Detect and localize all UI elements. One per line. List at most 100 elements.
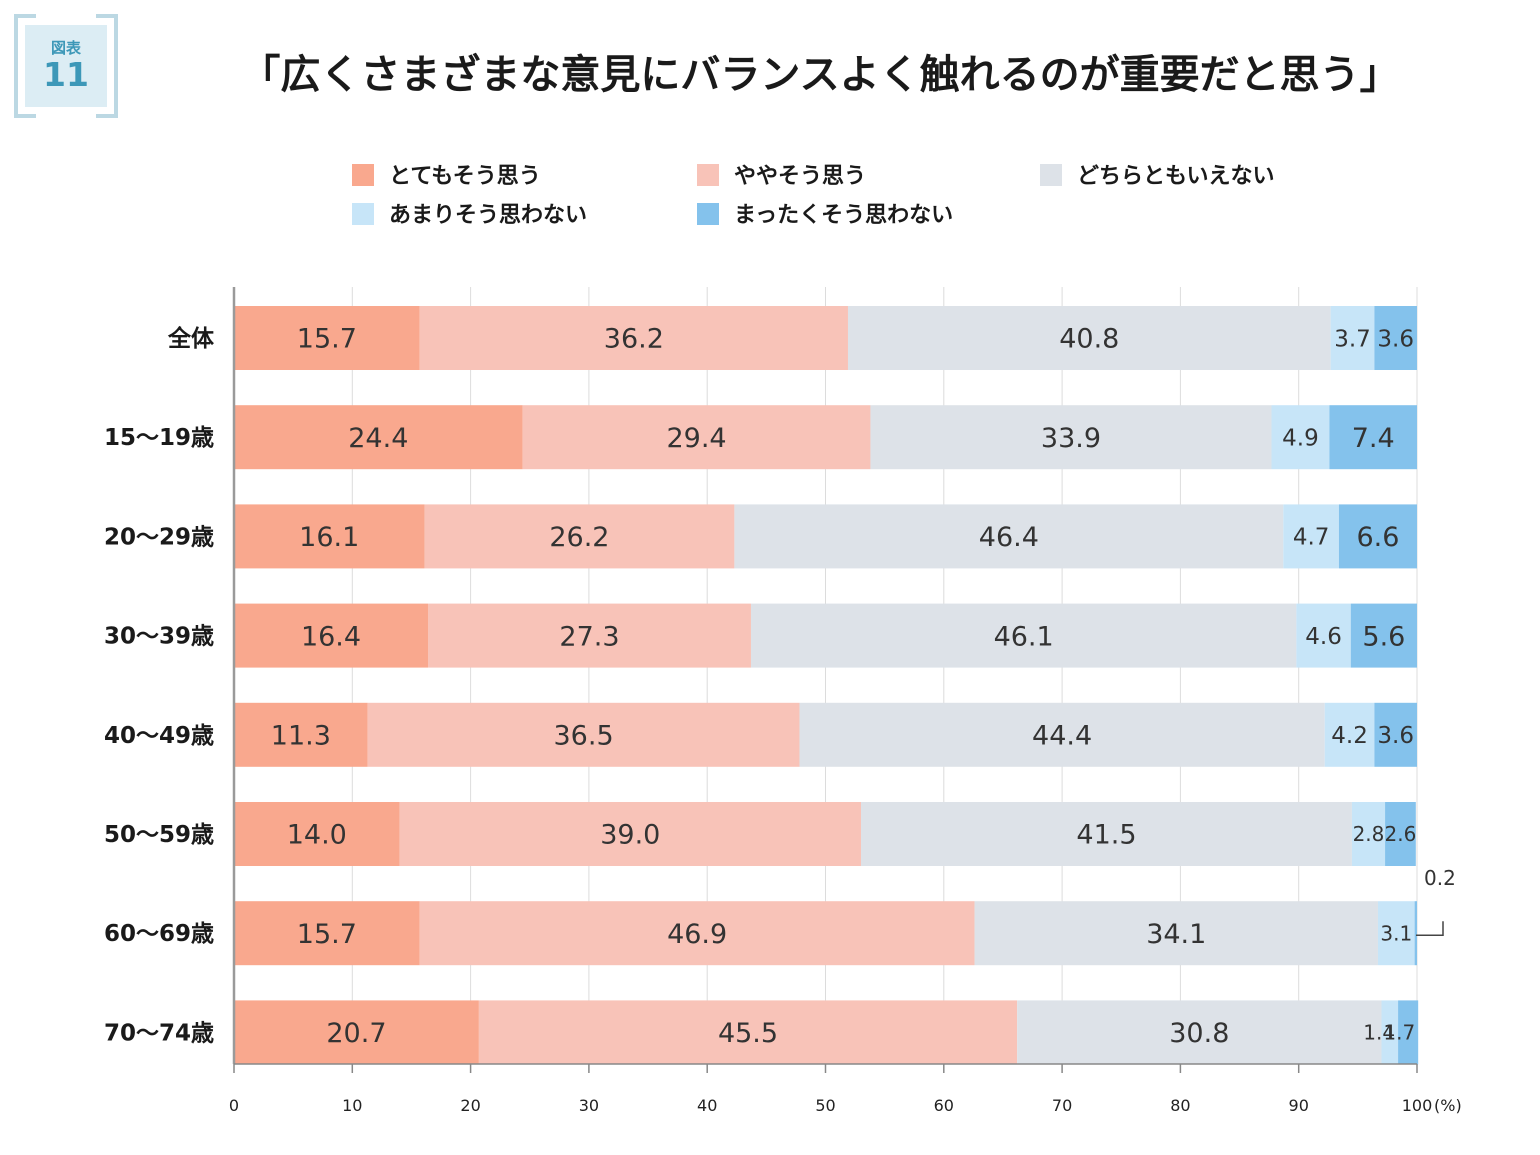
bar-segment [847, 306, 1331, 370]
data-label: 4.6 [1305, 624, 1342, 650]
category-label: 60〜69歳 [104, 921, 214, 947]
bar-segment [734, 504, 1284, 569]
x-tick-label: 90 [1289, 1096, 1309, 1115]
bar-segment [1338, 504, 1417, 569]
category-label: 70〜74歳 [104, 1020, 214, 1046]
bar-segment [1271, 405, 1330, 470]
category-label: 40〜49歳 [104, 723, 214, 749]
data-label: 36.2 [604, 324, 664, 355]
category-label: 15〜19歳 [104, 425, 214, 451]
bar-segment [1350, 603, 1417, 668]
data-label: 2.8 [1353, 822, 1385, 846]
x-tick-label: 80 [1170, 1096, 1190, 1115]
category-label: 全体 [167, 325, 215, 352]
bar-segment [1329, 405, 1417, 470]
data-label: 15.7 [297, 919, 357, 950]
data-label: 46.4 [979, 522, 1039, 553]
data-label: 14.0 [287, 820, 347, 851]
data-label: 0.2 [1424, 866, 1456, 890]
bars: 全体 15.7 36.2 40.8 3.7 3.615〜19歳 24.4 29.4 33.9 4.… [104, 306, 1456, 1065]
data-label: 29.4 [666, 423, 726, 454]
data-label: 40.8 [1059, 324, 1119, 355]
bar-segment [234, 405, 523, 470]
data-label: 45.5 [718, 1018, 778, 1049]
data-label: 3.6 [1377, 723, 1414, 749]
data-label: 3.1 [1380, 921, 1412, 945]
data-label: 16.1 [299, 522, 359, 553]
figure-number: 11 [43, 54, 89, 94]
bar-segment [424, 504, 735, 569]
category-label: 20〜29歳 [104, 524, 214, 550]
category-label: 50〜59歳 [104, 822, 214, 848]
legend-swatch [1040, 164, 1062, 186]
data-label: 46.9 [667, 919, 727, 950]
data-label: 5.6 [1362, 621, 1405, 652]
x-tick-label: 40 [697, 1096, 717, 1115]
chart-title: 「広くさまざまな意見にバランスよく触れるのが重要だと思う」 [240, 52, 1400, 98]
bar-segment [399, 802, 861, 866]
legend-swatch [352, 203, 374, 225]
data-label: 20.7 [326, 1018, 386, 1049]
bar-segment [1351, 802, 1386, 866]
bar-segment [234, 504, 425, 569]
data-label: 41.5 [1076, 820, 1136, 851]
bar-segment [1330, 306, 1375, 370]
data-label: 24.4 [348, 423, 408, 454]
bar-segment [234, 306, 420, 370]
bar-segment [234, 702, 368, 767]
bar-segment [750, 603, 1297, 668]
callout-line [1416, 921, 1444, 936]
data-label: 7.4 [1352, 423, 1395, 454]
bar-segment [234, 603, 429, 668]
x-tick-label: 70 [1052, 1096, 1072, 1115]
x-tick-label: 100 [1402, 1096, 1433, 1115]
data-label: 30.8 [1169, 1018, 1229, 1049]
bar-segment [1414, 901, 1417, 966]
data-label: 1.4 [1363, 1020, 1395, 1044]
figure-label: 図表 [50, 38, 81, 57]
x-tick-label: 0 [229, 1096, 239, 1115]
data-label: 27.3 [559, 621, 619, 652]
bar-segment [1324, 702, 1375, 767]
bar-segment [860, 802, 1352, 866]
bar-segment [419, 306, 848, 370]
data-label: 3.6 [1377, 326, 1414, 352]
bar-segment [1296, 603, 1351, 668]
x-tick-label: 60 [934, 1096, 954, 1115]
bar-segment [419, 901, 975, 966]
data-label: 15.7 [297, 324, 357, 355]
legend-label: ややそう思う [734, 164, 866, 189]
legend-swatch [697, 203, 719, 225]
bar-segment [234, 802, 400, 866]
bar-segment [799, 702, 1325, 767]
bar-segment [1017, 1000, 1382, 1065]
bar-segment [1374, 306, 1417, 370]
data-label: 2.6 [1385, 822, 1417, 846]
x-tick-label: 50 [815, 1096, 835, 1115]
bar-segment [1283, 504, 1339, 569]
bar-segment [522, 405, 871, 470]
figure-badge: 図表 11 [14, 10, 118, 122]
bar-segment [234, 1000, 479, 1065]
bar-segment [974, 901, 1378, 966]
bar-segment [1385, 802, 1416, 866]
legend-label: どちらともいえない [1077, 164, 1275, 189]
data-label: 11.3 [271, 721, 331, 752]
bar-segment [1377, 901, 1415, 966]
bar-segment [428, 603, 751, 668]
x-axis: 0 10 20 30 40 50 60 70 80 90 100 (%) [229, 287, 1462, 1115]
bar-segment [1398, 1000, 1419, 1065]
x-axis-unit: (%) [1434, 1096, 1462, 1115]
legend-swatch [697, 164, 719, 186]
legend-label: とてもそう思う [389, 164, 541, 189]
data-label: 36.5 [554, 721, 614, 752]
x-tick-label: 10 [342, 1096, 362, 1115]
bar-segment [1381, 1000, 1399, 1065]
data-label: 39.0 [600, 820, 660, 851]
x-tick-label: 30 [579, 1096, 599, 1115]
bar-segment [1374, 702, 1417, 767]
data-label: 4.7 [1293, 525, 1330, 551]
data-label: 4.9 [1282, 425, 1319, 451]
data-label: 46.1 [994, 621, 1054, 652]
